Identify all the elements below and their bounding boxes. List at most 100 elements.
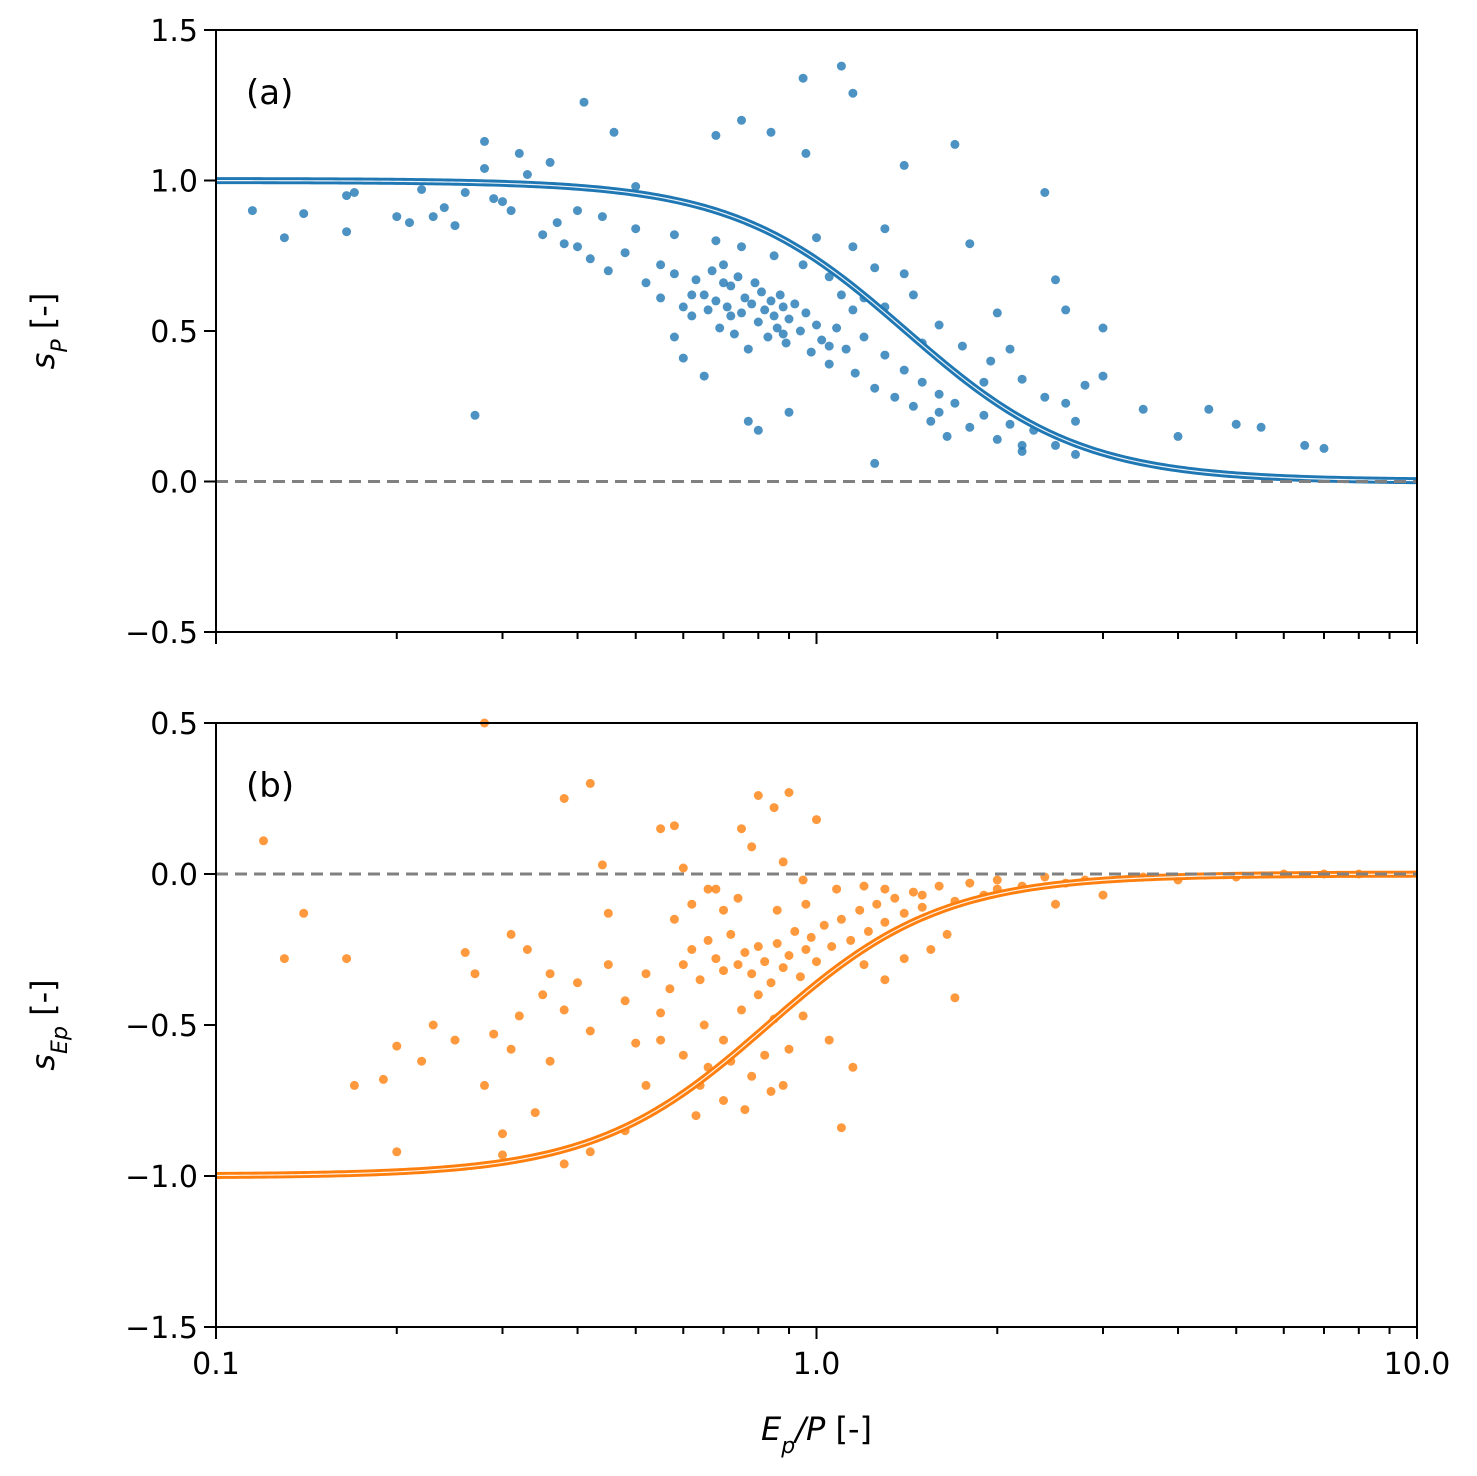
panel-b-scatter-point (669, 821, 679, 831)
panel-b-y-axis-label-unit: [-] (24, 979, 62, 1026)
panel-a-scatter-point (609, 127, 619, 137)
panel-a-scatter-point (489, 194, 499, 204)
panel-b-scatter-point (703, 935, 713, 945)
panel-a-scatter-point (790, 299, 800, 309)
panel-a-scatter-point (342, 227, 352, 237)
panel-b-scatter-point (801, 899, 811, 909)
panel-a-scatter-point (279, 233, 289, 243)
panel-a-scatter-point (784, 407, 794, 417)
y-tick-label: −0.5 (125, 616, 198, 651)
panel-a-scatter-point (711, 296, 721, 306)
panel-b-scatter-point (585, 1147, 595, 1157)
panel-b-scatter-point (695, 975, 705, 985)
panel-a-scatter-point (631, 182, 641, 191)
panel-b-scatter-point (880, 917, 890, 927)
panel-a-scatter-point (711, 130, 721, 140)
panel-a: (a) 1.5 1.0 0.5 0.0 −0.5 sP [-] (24, 14, 1418, 651)
panel-a-scatter-point (1040, 188, 1050, 197)
panel-b-scatter-point (747, 969, 757, 979)
panel-b-fit-curve (215, 870, 1418, 1179)
panel-a-scatter-point (740, 293, 750, 303)
panel-b-scatter-point (573, 978, 582, 988)
panel-b-scatter-point (965, 878, 975, 888)
panel-b-scatter-point (678, 960, 688, 970)
panel-b-scatter-point (703, 884, 713, 894)
panel-b-scatter-point (678, 1050, 688, 1060)
panel-b-scatter-point (691, 1111, 701, 1121)
panel-a-scatter-point (1173, 431, 1183, 441)
panel-b-scatter-point (559, 1159, 569, 1169)
panel-b-scatter-point (678, 863, 688, 873)
panel-a-scatter-point (798, 260, 808, 270)
panel-a-scatter-point (832, 323, 842, 333)
panel-a-scatter-point (747, 299, 757, 309)
panel-a-scatter-point (750, 278, 760, 288)
y-tick-label: −1.0 (125, 1160, 198, 1195)
panel-b-scatter-point (559, 1005, 569, 1015)
panel-a-scatter-point (880, 350, 890, 360)
panel-a-scatter-point (439, 203, 449, 213)
panel-a-scatter-point (763, 332, 773, 342)
y-tick-label: 0.5 (150, 315, 198, 350)
panel-a-y-axis-label-symbol: s (24, 353, 62, 370)
panel-b-scatter-point (872, 899, 882, 909)
panel-a-fit-curve-highlight (216, 180, 1418, 482)
panel-b-scatter-point (719, 1035, 728, 1045)
panel-a-scatter-point (836, 290, 846, 300)
panel-a-scatter-point (836, 61, 846, 71)
panel-a-scatter-point (1017, 374, 1027, 384)
panel-a-scatter-point (850, 368, 860, 378)
panel-a-scatter-point (726, 311, 736, 321)
panel-b-scatter-point (641, 969, 651, 979)
panel-a-scatter-point (917, 377, 927, 387)
panel-b-scatter-point (908, 887, 918, 897)
panel-b-scatter-point (778, 1080, 788, 1090)
panel-a-scatter-point (753, 425, 763, 435)
panel-b-scatter-point (349, 1080, 359, 1090)
panel-a-scatter-point (719, 278, 728, 288)
panel-a-scatter-point (247, 206, 257, 216)
panel-a-scatter-point (769, 251, 779, 261)
panel-b-scatter-point (766, 978, 776, 988)
panel-b-scatter-point (545, 969, 555, 979)
panel-b-scatter-point (656, 1035, 666, 1045)
panel-a-scatter-point (772, 323, 782, 333)
panel-a-scatter-point (699, 290, 709, 300)
panel-b-scatter-point (259, 836, 268, 846)
panel-a-scatter-point (979, 377, 989, 387)
panel-b-scatter-point (470, 969, 480, 979)
panel-b-y-axis-label-symbol: s (24, 1054, 62, 1071)
panel-b-scatter-point (950, 993, 960, 1003)
y-tick-label: 1.0 (150, 165, 198, 200)
panel-b-scatter-point (778, 963, 788, 973)
y-tick-label: 0.0 (150, 466, 198, 501)
panel-a-scatter-point (687, 290, 697, 300)
panel-a-scatter-point (699, 371, 709, 381)
panel-b-scatter-point (824, 1035, 834, 1045)
panel-a-scatter-point (950, 139, 960, 149)
panel-a-scatter-point (1319, 443, 1329, 453)
y-tick-label: 0.5 (150, 707, 198, 742)
panel-a-scatter-point (965, 239, 975, 249)
panel-a-scatter-point (899, 365, 909, 375)
panel-b-scatter-point (806, 932, 816, 942)
panel-b-scatter-point (899, 954, 909, 964)
panel-b-scatter-point (514, 1011, 524, 1021)
panel-a-scatter-point (545, 157, 555, 167)
panel-b-scatter-point (665, 984, 675, 994)
panel-a-scatter-point (417, 185, 427, 194)
panel-b-scatter-point (926, 945, 936, 954)
panel-a-scatter-point (552, 218, 562, 228)
panel-a-ticks (204, 29, 1418, 644)
panel-b-scatter-point (832, 884, 842, 894)
x-tick-label: 0.1 (192, 1347, 240, 1382)
panel-a-scatter-point (559, 239, 569, 249)
panel-b-scatter-point (498, 1150, 507, 1160)
panel-a-scatter-point (1138, 404, 1148, 414)
panel-b-scatter-point (1051, 899, 1060, 909)
panel-b-scatter-point (342, 954, 352, 964)
panel-a-scatter-point (678, 302, 688, 312)
panel-b-scatter-point (299, 908, 309, 918)
panel-a-scatter-point (669, 332, 679, 342)
